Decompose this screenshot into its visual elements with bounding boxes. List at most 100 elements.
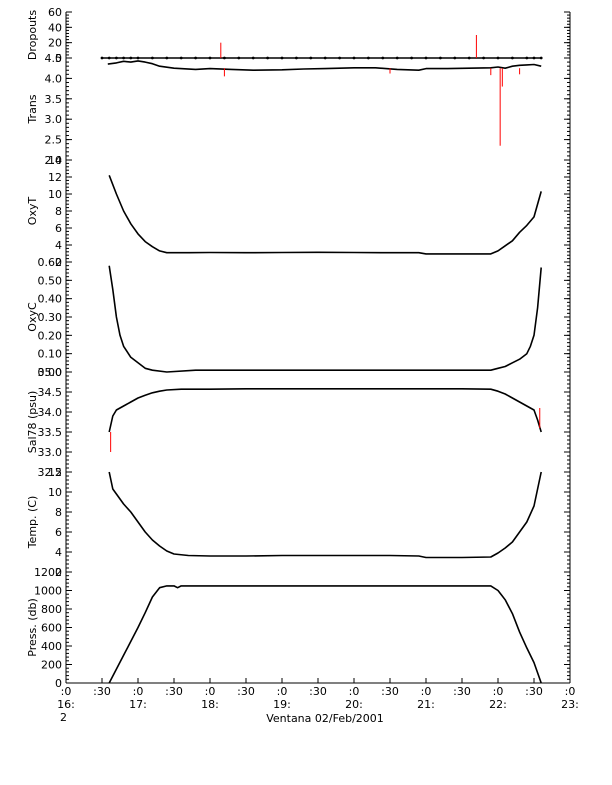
y-tick-label: 14 (48, 154, 62, 167)
data-point (525, 56, 529, 60)
series-line (108, 387, 542, 433)
y-tick-label: 600 (41, 622, 62, 635)
data-point (208, 56, 212, 60)
y-tick-label: 6 (55, 222, 62, 235)
data-point (136, 56, 140, 60)
data-point (223, 56, 226, 60)
y-tick-label: 2 (55, 256, 62, 269)
x-tick-day-label: 2 (60, 711, 67, 724)
x-tick-label: :0 (493, 685, 504, 698)
series-line (108, 585, 542, 684)
data-point (309, 56, 313, 60)
x-tick-label: :0 (421, 685, 432, 698)
y-tick-label: 12 (48, 466, 62, 479)
x-tick-label: :30 (309, 685, 327, 698)
panel-trans: 2.0 2.5 3.0 3.5 4.0 4.5 Trans (26, 52, 571, 167)
y-tick-label: 0 (55, 52, 62, 65)
data-point (179, 56, 183, 60)
data-point (100, 56, 104, 60)
x-tick-label: :30 (381, 685, 399, 698)
data-point (381, 56, 385, 60)
panel-press: 0 200 400 600 800 1000 1200 Press. (db) (26, 566, 571, 690)
x-tick-hour-label: 21: (417, 698, 435, 711)
x-tick-label: :0 (133, 685, 144, 698)
data-point (338, 56, 341, 60)
y-tick-label: 35.0 (38, 366, 63, 379)
panel-dropouts: 0 20 40 60 Dropouts (26, 6, 571, 65)
x-tick-label: :30 (453, 685, 471, 698)
x-tick-label: :30 (237, 685, 255, 698)
y-tick-label: 0.60 (38, 256, 63, 269)
series-line (108, 175, 542, 255)
y-tick-label: 10 (48, 486, 62, 499)
data-point (367, 56, 370, 60)
y-tick-label: 34.0 (38, 406, 63, 419)
y-tick-label: 400 (41, 640, 62, 653)
y-tick-label: 0.00 (38, 366, 63, 379)
x-tick-label: :30 (93, 685, 111, 698)
y-tick-label: 4 (55, 546, 62, 559)
data-point (439, 56, 442, 60)
chart-panels: 0204060Dropouts2.02.53.03.54.04.5Trans24… (26, 6, 571, 690)
y-axis-label: Dropouts (26, 10, 39, 60)
data-point (194, 56, 198, 60)
y-tick-label: 12 (48, 171, 62, 184)
y-tick-label: 4.5 (45, 52, 63, 65)
data-point (107, 56, 111, 60)
y-axis-label: Sal78 (psu) (26, 391, 39, 454)
x-tick-label: :30 (165, 685, 183, 698)
y-tick-label: 0.50 (38, 274, 63, 287)
y-tick-label: 33.0 (38, 446, 63, 459)
y-tick-label: 20 (48, 37, 62, 50)
y-tick-label: 0.40 (38, 293, 63, 306)
y-axis-label: Press. (db) (26, 598, 39, 657)
y-tick-label: 33.5 (38, 426, 63, 439)
panel-sal: 32.5 33.0 33.5 34.0 34.5 35.0 Sal78 (psu) (26, 366, 571, 479)
data-point (352, 56, 356, 60)
series-line (108, 265, 542, 373)
y-tick-label: 4.0 (45, 72, 63, 85)
y-tick-label: 4 (55, 239, 62, 252)
y-tick-label: 8 (55, 506, 62, 519)
data-point (115, 56, 118, 60)
y-tick-label: 0.20 (38, 329, 63, 342)
x-tick-label: :0 (61, 685, 72, 698)
x-tick-hour-label: 16: (57, 698, 75, 711)
data-point (165, 56, 169, 60)
y-tick-label: 3.5 (45, 93, 63, 106)
x-tick-label: :0 (277, 685, 288, 698)
x-tick-hour-label: 20: (345, 698, 363, 711)
data-point (122, 56, 125, 60)
y-axis-label: Temp. (C) (26, 496, 39, 550)
time-axis: :016:2:30:017::30:018::30:019::30:020::3… (57, 678, 579, 724)
y-tick-label: 34.5 (38, 386, 63, 399)
y-tick-label: 1000 (34, 585, 62, 598)
series-line (108, 471, 542, 559)
y-tick-label: 0.10 (38, 348, 63, 361)
x-tick-label: :0 (565, 685, 576, 698)
y-tick-label: 2 (55, 566, 62, 579)
y-axis-label: OxyT (26, 197, 39, 226)
y-tick-label: 200 (41, 659, 62, 672)
y-axis-label: OxyC (26, 302, 39, 332)
panel-oxyt: 2 4 6 8 10 12 14 OxyT (26, 154, 571, 269)
y-tick-label: 8 (55, 205, 62, 218)
data-point (539, 56, 543, 60)
y-tick-label: 2.5 (45, 134, 63, 147)
data-point (323, 56, 327, 60)
data-point (266, 56, 269, 60)
x-axis-label: Ventana 02/Feb/2001 (266, 712, 384, 725)
data-point (453, 56, 457, 60)
data-point (532, 56, 536, 60)
data-point (482, 56, 485, 60)
data-point (496, 56, 500, 60)
y-tick-label: 800 (41, 603, 62, 616)
data-point (280, 56, 284, 60)
data-point (251, 56, 255, 60)
y-tick-label: 32.5 (38, 466, 63, 479)
x-tick-hour-label: 22: (489, 698, 507, 711)
y-axis-label: Trans (26, 94, 39, 124)
y-tick-label: 1200 (34, 566, 62, 579)
series-line (107, 60, 542, 71)
